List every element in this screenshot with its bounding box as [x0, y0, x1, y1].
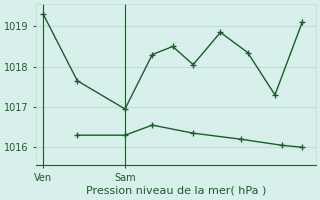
X-axis label: Pression niveau de la mer( hPa ): Pression niveau de la mer( hPa ) [86, 186, 266, 196]
